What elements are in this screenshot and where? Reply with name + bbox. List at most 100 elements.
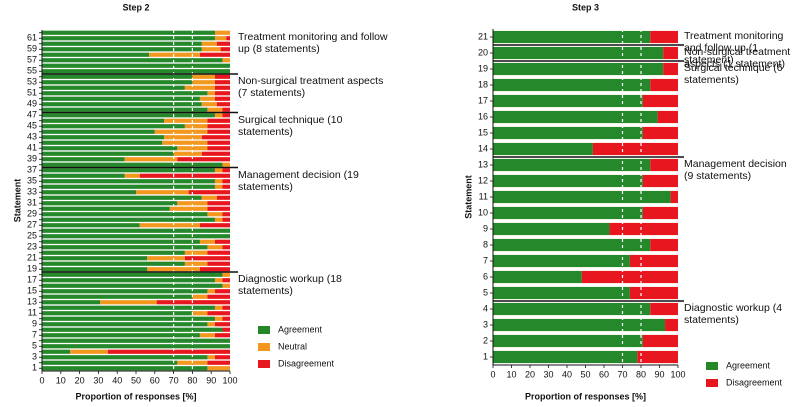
y-tick-label: 1 <box>32 363 37 373</box>
bar-segment <box>139 223 200 228</box>
bar-segment <box>214 85 230 90</box>
bar-segment <box>207 140 230 145</box>
bar-segment <box>493 126 643 140</box>
bar-segment <box>216 41 230 46</box>
y-tick-label: 61 <box>27 33 37 43</box>
group-label: Surgical technique (6 statements) <box>684 62 783 86</box>
bar-segment <box>493 238 651 252</box>
y-tick-label: 19 <box>478 63 488 73</box>
bar-segment <box>42 135 165 140</box>
bar-segment <box>650 238 678 252</box>
legend-swatch <box>258 326 270 334</box>
y-tick-label: 17 <box>478 95 488 105</box>
bar-segment <box>642 174 678 188</box>
y-tick-label: 16 <box>478 111 488 121</box>
bar-segment <box>42 91 208 96</box>
x-tick-label: 20 <box>75 375 85 385</box>
bar-segment <box>42 179 215 184</box>
bar-segment <box>201 102 217 107</box>
bar-segment <box>207 91 215 96</box>
x-tick-label: 70 <box>169 375 179 385</box>
bar-segment <box>188 190 230 195</box>
y-tick-label: 55 <box>27 66 37 76</box>
y-tick-label: 9 <box>32 319 37 329</box>
bar-segment <box>642 206 678 220</box>
bar-segment <box>42 267 148 272</box>
x-tick-label: 100 <box>670 369 685 379</box>
bar-segment <box>207 250 230 255</box>
bar-segment <box>493 190 671 204</box>
y-tick-label: 21 <box>478 31 488 41</box>
bar-segment <box>216 195 230 200</box>
y-tick-label: 15 <box>27 286 37 296</box>
bar-segment <box>139 173 230 178</box>
y-tick-label: 13 <box>27 297 37 307</box>
bar-segment <box>201 47 221 52</box>
chart-title: Step 3 <box>572 2 599 12</box>
bar-segment <box>42 107 208 112</box>
bar-segment <box>222 283 230 288</box>
bar-segment <box>184 85 215 90</box>
bar-segment <box>42 36 215 41</box>
bar-segment <box>214 168 223 173</box>
bar-segment <box>42 102 202 107</box>
bar-segment <box>493 302 651 316</box>
bar-segment <box>493 270 582 284</box>
bar-segment <box>177 146 208 151</box>
legend-label: Agreement <box>278 324 323 334</box>
bar-segment <box>216 102 230 107</box>
x-tick-label: 60 <box>150 375 160 385</box>
bar-segment <box>207 366 230 371</box>
bar-segment <box>201 41 217 46</box>
y-tick-label: 41 <box>27 143 37 153</box>
bar-segment <box>493 46 664 60</box>
bar-segment <box>42 228 230 233</box>
bar-segment <box>650 30 678 44</box>
y-tick-label: 7 <box>483 255 488 265</box>
x-tick-label: 50 <box>131 375 141 385</box>
bar-segment <box>642 334 678 348</box>
y-tick-label: 1 <box>483 351 488 361</box>
bar-segment <box>42 305 215 310</box>
y-tick-label: 53 <box>27 77 37 87</box>
bar-segment <box>42 333 200 338</box>
bar-segment <box>670 190 678 204</box>
bar-segment <box>42 278 215 283</box>
bar-segment <box>42 140 163 145</box>
group-label: Surgical technique (10 statements) <box>238 113 343 138</box>
y-tick-label: 3 <box>483 319 488 329</box>
x-tick-label: 40 <box>562 369 572 379</box>
bar-segment <box>42 201 178 206</box>
bar-segment <box>493 30 651 44</box>
y-tick-label: 57 <box>27 55 37 65</box>
bar-segment <box>581 270 678 284</box>
y-tick-label: 15 <box>478 127 488 137</box>
bar-segment <box>42 69 230 74</box>
bar-segment <box>42 195 202 200</box>
y-tick-label: 13 <box>478 159 488 169</box>
bar-segment <box>42 311 193 316</box>
bar-segment <box>199 223 230 228</box>
bar-segment <box>493 158 651 172</box>
y-tick-label: 11 <box>28 308 37 318</box>
bar-segment <box>207 146 230 151</box>
bar-segment <box>663 46 678 60</box>
bar-segment <box>42 173 125 178</box>
y-tick-label: 2 <box>483 335 488 345</box>
bar-segment <box>493 286 630 300</box>
y-tick-label: 27 <box>27 220 37 230</box>
bar-segment <box>493 142 593 156</box>
bar-segment <box>184 250 208 255</box>
y-tick-label: 3 <box>32 352 37 362</box>
y-tick-label: 12 <box>478 175 488 185</box>
bar-segment <box>42 300 101 305</box>
bar-segment <box>42 217 215 222</box>
bar-segment <box>42 256 148 261</box>
bar-segment <box>220 47 230 52</box>
bar-segment <box>201 151 230 156</box>
y-tick-label: 8 <box>483 239 488 249</box>
bar-segment <box>493 206 643 220</box>
bar-segment <box>124 157 178 162</box>
bar-segment <box>124 173 140 178</box>
bar-segment <box>207 201 230 206</box>
